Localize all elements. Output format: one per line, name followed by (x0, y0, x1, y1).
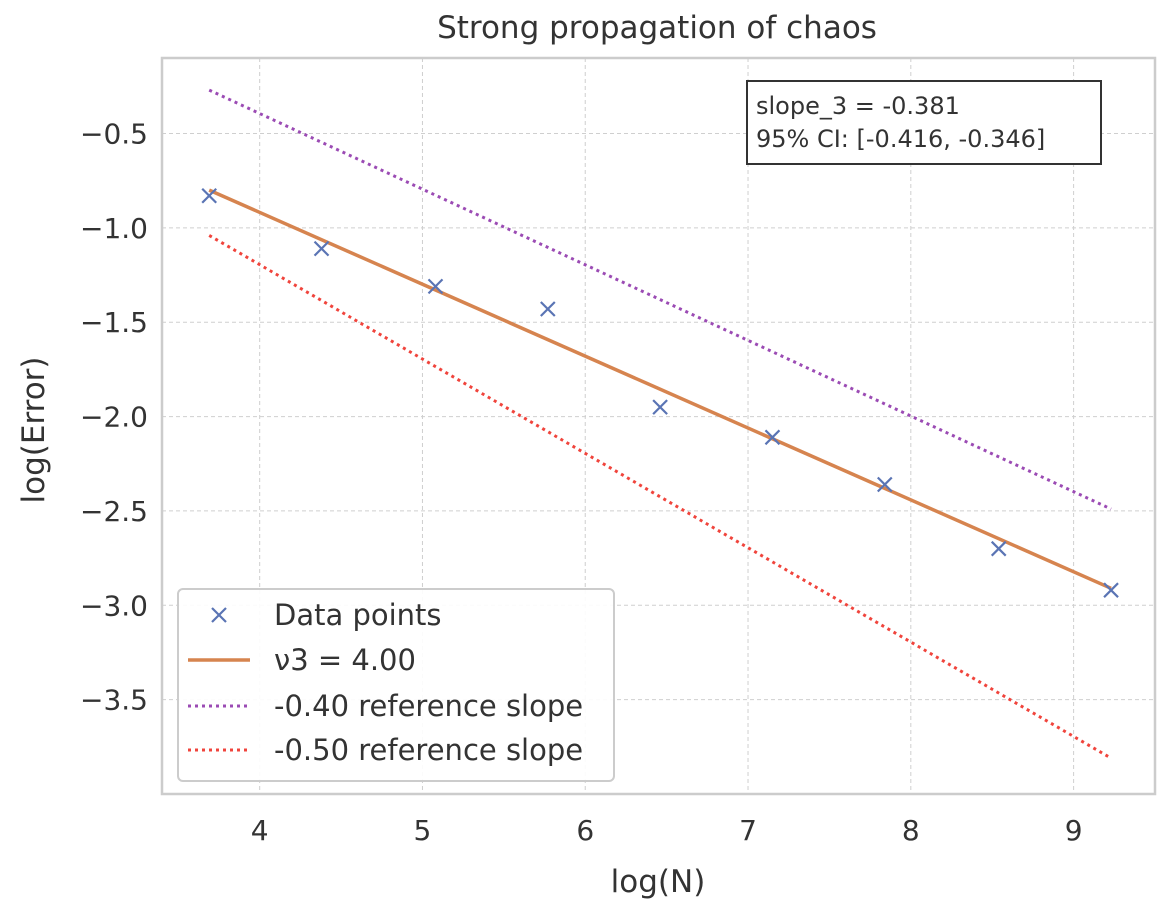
chart-title: Strong propagation of chaos (437, 10, 877, 46)
data-point (764, 429, 781, 446)
x-tick-label: 4 (251, 814, 269, 847)
legend-box (177, 588, 615, 782)
data-point-stroke (764, 429, 781, 446)
data-point-stroke (652, 399, 668, 415)
data-point (540, 301, 556, 317)
legend-label-data-points: Data points (274, 598, 442, 632)
fit-line (208, 188, 1112, 590)
legend-marker-data-points (211, 607, 227, 623)
x-axis-label: log(N) (611, 864, 706, 900)
data-point (201, 187, 217, 204)
legend-label-ref-040: -0.40 reference slope (274, 689, 583, 723)
data-point (427, 278, 444, 295)
x-tick-label: 9 (1065, 814, 1083, 847)
reference-line-050 (208, 234, 1112, 760)
x-tick-label: 7 (739, 814, 757, 847)
y-tick-label: −3.5 (80, 684, 148, 717)
data-point-stroke (540, 301, 556, 317)
data-point (313, 240, 330, 257)
y-tick-label: −1.5 (80, 306, 148, 339)
data-point-stroke (201, 187, 217, 204)
grid (162, 58, 1155, 794)
data-point-stroke (427, 278, 444, 295)
annotation-line-2: 95% CI: [-0.416, -0.346] (756, 125, 1045, 153)
x-tick-label: 5 (414, 814, 432, 847)
legend-label-ref-050: -0.50 reference slope (274, 733, 583, 767)
data-point (652, 399, 668, 415)
data-point-stroke (990, 540, 1007, 557)
annotation-box: slope_3 = -0.381 95% CI: [-0.416, -0.346… (746, 80, 1102, 165)
plot-frame (160, 56, 1157, 796)
data-point (876, 476, 893, 493)
data-point-stroke (313, 240, 330, 257)
reference-line-040 (208, 88, 1112, 511)
x-tick-label: 8 (902, 814, 920, 847)
x-tick-labels: 4 5 6 7 8 9 (251, 814, 1083, 847)
legend-label-fit: ν3 = 4.00 (274, 643, 416, 677)
y-tick-labels: −0.5 −1.0 −1.5 −2.0 −2.5 −3.0 −3.5 (80, 117, 148, 716)
y-tick-label: −3.0 (80, 589, 148, 622)
data-point (990, 540, 1007, 557)
y-tick-label: −2.5 (80, 495, 148, 528)
y-tick-label: −1.0 (80, 212, 148, 245)
data-point-stroke (1103, 582, 1119, 598)
legend-marker-stroke (211, 607, 227, 623)
legend: Data points ν3 = 4.00 -0.40 reference sl… (177, 588, 615, 782)
y-tick-label: −2.0 (80, 401, 148, 434)
data-point-stroke (876, 476, 893, 493)
x-tick-label: 6 (576, 814, 594, 847)
data-point (1103, 582, 1119, 598)
y-tick-label: −0.5 (80, 117, 148, 150)
y-axis-label: log(Error) (16, 356, 52, 503)
series-layer (201, 88, 1119, 760)
annotation-line-1: slope_3 = -0.381 (756, 92, 960, 120)
